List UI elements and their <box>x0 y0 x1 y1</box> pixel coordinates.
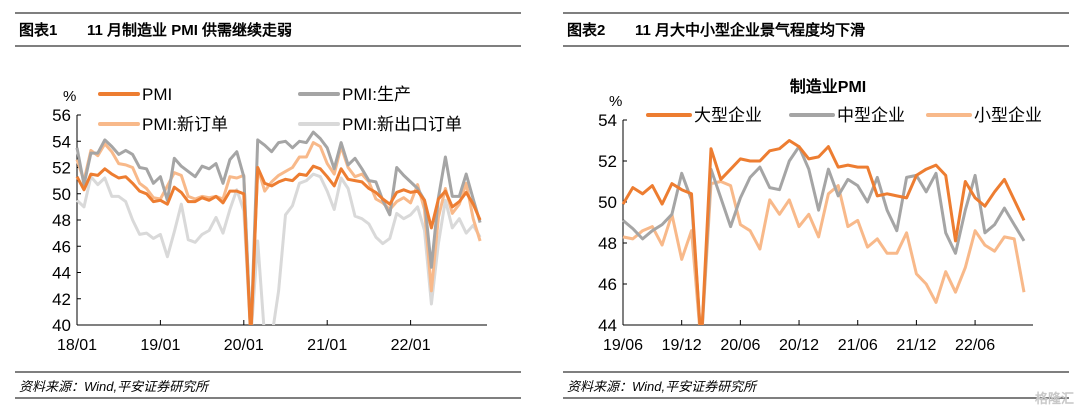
legend-label: 中型企业 <box>837 106 905 125</box>
x-tick-label: 21/12 <box>896 337 936 354</box>
series-line-3 <box>622 180 1026 325</box>
chart-title: 图表2 11 月大中小型企业景气程度均下滑 <box>567 19 865 40</box>
series-line-1 <box>621 139 1026 325</box>
y-tick-label: 40 <box>52 316 71 335</box>
figure-title: 11 月大中小型企业景气程度均下滑 <box>635 22 866 39</box>
divider <box>563 371 1069 373</box>
y-tick-label: 44 <box>52 264 71 283</box>
divider <box>15 397 521 399</box>
y-tick-label: 54 <box>598 111 617 130</box>
x-tick-label: 21/01 <box>307 337 347 354</box>
divider <box>15 12 521 14</box>
divider <box>15 371 521 373</box>
source-note: 资料来源：Wind,平安证券研究所 <box>567 379 757 394</box>
x-tick-label: 19/06 <box>603 337 643 354</box>
y-tick-label: 56 <box>52 106 71 125</box>
divider <box>563 45 1069 47</box>
y-tick-label: 50 <box>52 185 71 204</box>
chart-panel-1: 图表1 11 月制造业 PMI 供需继续走弱 % 40 42 44 46 48 50 52 54 5… <box>15 0 521 413</box>
series-line-2 <box>75 130 482 325</box>
line-chart-1: % 40 42 44 46 48 50 52 54 56 18/01 19/01 20/01 21/01 2… <box>52 85 487 354</box>
y-tick-label: 46 <box>598 275 617 294</box>
legend-label: PMI:新出口订单 <box>342 115 462 134</box>
series-line-2 <box>622 145 1026 325</box>
series-line-4 <box>75 172 482 325</box>
y-tick-label: 52 <box>52 159 71 178</box>
chart-panel-2: 图表2 11 月大中小型企业景气程度均下滑 制造业PMI% 44 46 48 50 52 54… <box>563 0 1069 413</box>
y-tick-label: 48 <box>52 211 71 230</box>
figure-label: 图表1 <box>19 22 58 39</box>
watermark-logo: 格隆汇 <box>1034 391 1074 406</box>
x-tick-label: 22/06 <box>955 337 995 354</box>
y-tick-label: 42 <box>52 290 71 309</box>
chart-title: 制造业PMI <box>790 77 866 96</box>
x-tick-label: 19/01 <box>140 337 180 354</box>
y-tick-label: 46 <box>52 237 71 256</box>
x-tick-label: 21/06 <box>838 337 878 354</box>
legend-label: 小型企业 <box>974 106 1042 125</box>
series-line-1 <box>75 164 482 325</box>
y-tick-label: 48 <box>598 234 617 253</box>
legend-label: PMI:新订单 <box>142 115 228 134</box>
x-tick-label: 20/06 <box>720 337 760 354</box>
y-tick-label: 50 <box>598 193 617 212</box>
source-note: 资料来源：Wind,平安证券研究所 <box>19 379 209 394</box>
x-tick-label: 20/01 <box>224 337 264 354</box>
y-tick-label: 52 <box>598 152 617 171</box>
y-tick-label: 54 <box>52 132 71 151</box>
chart-title: 图表1 11 月制造业 PMI 供需继续走弱 <box>19 19 292 40</box>
x-tick-label: 22/01 <box>391 337 431 354</box>
divider <box>15 45 521 47</box>
line-chart-2: 制造业PMI% 44 46 48 50 52 54 19/06 19/12 20/06 20/12 2… <box>598 77 1042 354</box>
series-line-3 <box>75 141 482 325</box>
legend-label: PMI <box>142 85 172 104</box>
x-tick-label: 20/12 <box>779 337 819 354</box>
y-unit-label: % <box>63 88 76 105</box>
figure-label: 图表2 <box>567 22 606 39</box>
x-tick-label: 18/01 <box>57 337 97 354</box>
figure-title: 11 月制造业 PMI 供需继续走弱 <box>87 22 293 39</box>
x-tick-label: 19/12 <box>662 337 702 354</box>
divider <box>563 397 1069 399</box>
y-tick-label: 44 <box>598 316 617 335</box>
divider <box>563 12 1069 14</box>
y-unit-label: % <box>609 93 622 110</box>
legend-label: PMI:生产 <box>342 85 411 104</box>
legend-label: 大型企业 <box>694 106 762 125</box>
